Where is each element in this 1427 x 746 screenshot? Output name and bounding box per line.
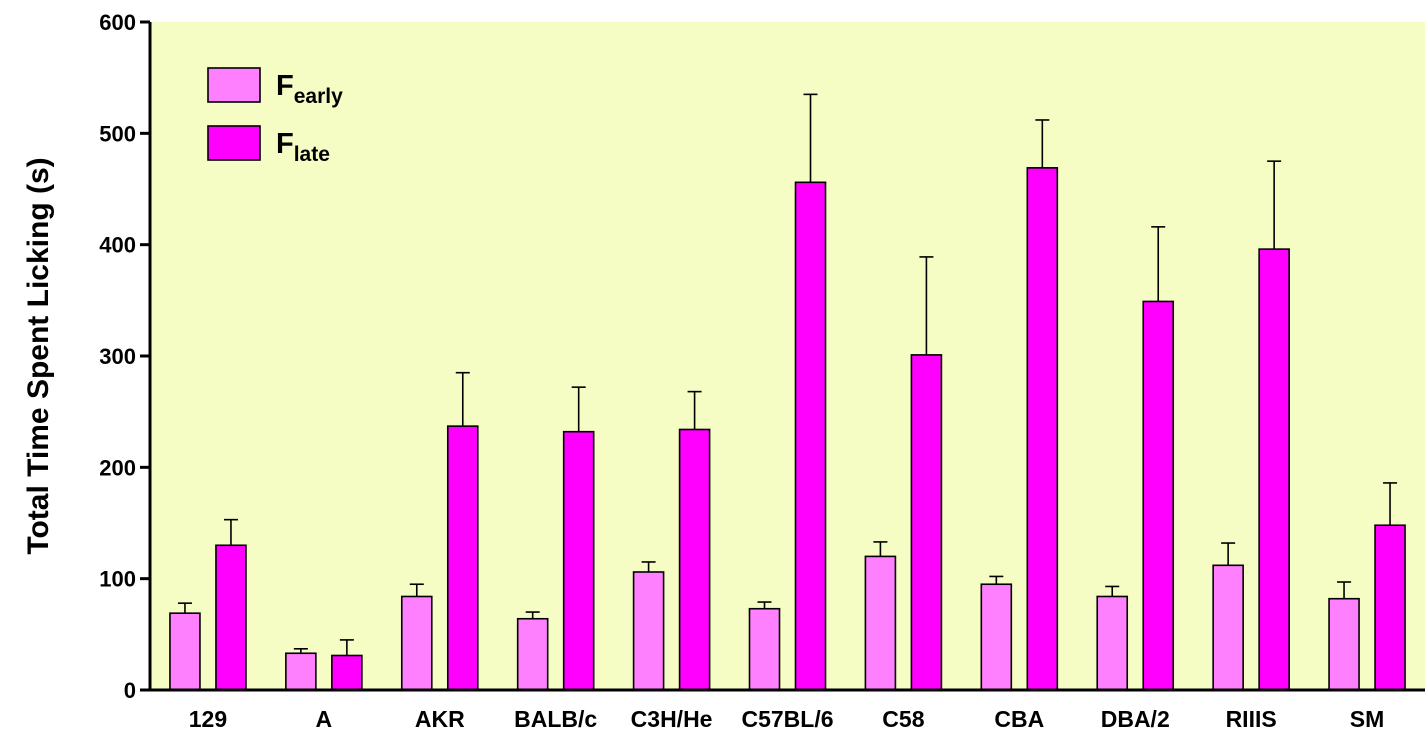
x-tick-label-3: BALB/c bbox=[514, 706, 597, 732]
y-axis-title: Total Time Spent Licking (s) bbox=[22, 157, 55, 554]
bar-flate-9 bbox=[1258, 248, 1290, 691]
legend-label-flate: Flate bbox=[276, 128, 330, 166]
x-tick-label-0: 129 bbox=[189, 706, 227, 732]
bars-layer: 129 A AKR BALB/c C3H/He C57BL/6 C58 CBA DBA/2 RII… bbox=[169, 93, 1406, 732]
bar-flate-1 bbox=[331, 654, 363, 691]
x-tick-label-10: SM bbox=[1350, 706, 1385, 732]
y-tick-label-0: 0 bbox=[124, 678, 136, 703]
bar-fearly-2 bbox=[400, 595, 433, 691]
bar-fearly-1 bbox=[285, 652, 317, 691]
legend-swatch-flate bbox=[207, 125, 261, 161]
bar-fearly-6 bbox=[864, 555, 897, 691]
x-tick-label-9: RIIIS bbox=[1226, 706, 1277, 732]
bar-fearly-5 bbox=[748, 607, 781, 691]
y-tick-label-1: 100 bbox=[99, 567, 136, 592]
x-tick-label-4: C3H/He bbox=[631, 706, 713, 732]
y-tick-label-6: 600 bbox=[99, 10, 136, 35]
x-tick-label-8: DBA/2 bbox=[1101, 706, 1170, 732]
legend-label-fearly: Fearly bbox=[276, 70, 343, 108]
axes-layer: 0 100 200 300 400 500 600 bbox=[99, 10, 1425, 703]
x-tick-label-6: C58 bbox=[882, 706, 924, 732]
bar-flate-4 bbox=[678, 428, 711, 691]
bar-flate-5 bbox=[794, 181, 827, 691]
bar-fearly-4 bbox=[632, 571, 665, 691]
y-tick-label-5: 500 bbox=[99, 121, 136, 146]
bar-flate-8 bbox=[1142, 300, 1175, 691]
x-tick-label-1: A bbox=[316, 706, 333, 732]
x-tick-label-7: CBA bbox=[994, 706, 1044, 732]
legend-swatch-fearly bbox=[207, 67, 261, 103]
bar-flate-2 bbox=[446, 425, 479, 691]
bar-fearly-8 bbox=[1096, 595, 1129, 691]
y-tick-label-3: 300 bbox=[99, 344, 136, 369]
bar-fearly-3 bbox=[516, 617, 549, 691]
x-tick-label-5: C57BL/6 bbox=[741, 706, 833, 732]
y-tick-label-4: 400 bbox=[99, 233, 136, 258]
bar-flate-7 bbox=[1026, 167, 1059, 691]
bar-flate-6 bbox=[910, 354, 943, 691]
bar-fearly-0 bbox=[169, 612, 201, 691]
bar-fearly-9 bbox=[1212, 564, 1244, 691]
bar-flate-3 bbox=[562, 430, 595, 691]
y-tick-label-2: 200 bbox=[99, 455, 136, 480]
bar-fearly-10 bbox=[1328, 597, 1360, 691]
legend: Fearly Flate bbox=[207, 67, 343, 166]
bar-flate-0 bbox=[215, 544, 247, 691]
bar-flate-10 bbox=[1374, 524, 1406, 691]
x-tick-label-2: AKR bbox=[415, 706, 465, 732]
bar-fearly-7 bbox=[980, 583, 1013, 691]
